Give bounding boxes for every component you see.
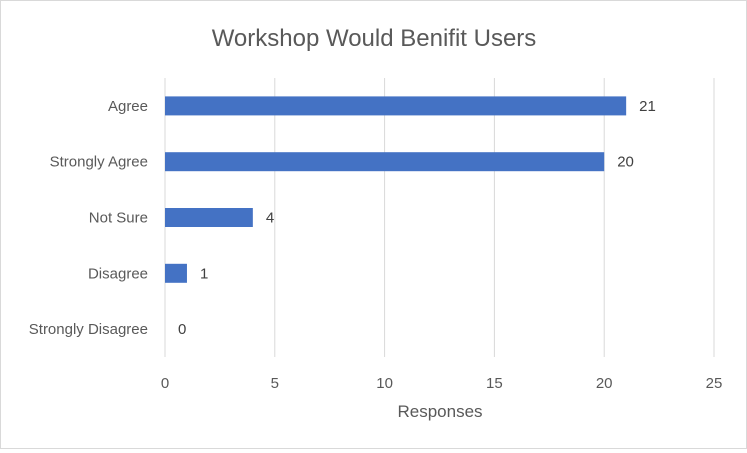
x-tick-label: 5: [271, 375, 279, 392]
x-tick-labels: 0 5 10 15 20 25: [161, 375, 723, 392]
gridlines: [164, 78, 715, 357]
category-label: Disagree: [88, 265, 148, 282]
x-tick-label: 0: [161, 375, 169, 392]
category-label: Strongly Disagree: [29, 321, 148, 338]
category-label: Not Sure: [89, 210, 148, 227]
bar-strongly-agree: [165, 152, 605, 172]
category-label: Agree: [108, 98, 148, 115]
data-label: 21: [639, 98, 656, 115]
x-axis-title: Responses: [397, 402, 482, 421]
chart-title: Workshop Would Benifit Users: [212, 25, 537, 52]
x-tick-label: 10: [376, 375, 393, 392]
x-tick-label: 20: [596, 375, 613, 392]
category-labels: Agree Strongly Agree Not Sure Disagree Stron…: [29, 98, 148, 338]
data-label: 1: [200, 265, 208, 282]
bar-agree: [165, 96, 627, 116]
data-labels: 21 20 4 1 0: [178, 98, 656, 338]
x-tick-label: 15: [486, 375, 503, 392]
data-label: 0: [178, 321, 186, 338]
x-tick-label: 25: [706, 375, 723, 392]
category-label: Strongly Agree: [50, 154, 148, 171]
bars: [165, 96, 627, 283]
bar-disagree: [165, 263, 187, 283]
bar-not-sure: [165, 208, 253, 227]
data-label: 4: [266, 210, 274, 227]
data-label: 20: [617, 154, 634, 171]
